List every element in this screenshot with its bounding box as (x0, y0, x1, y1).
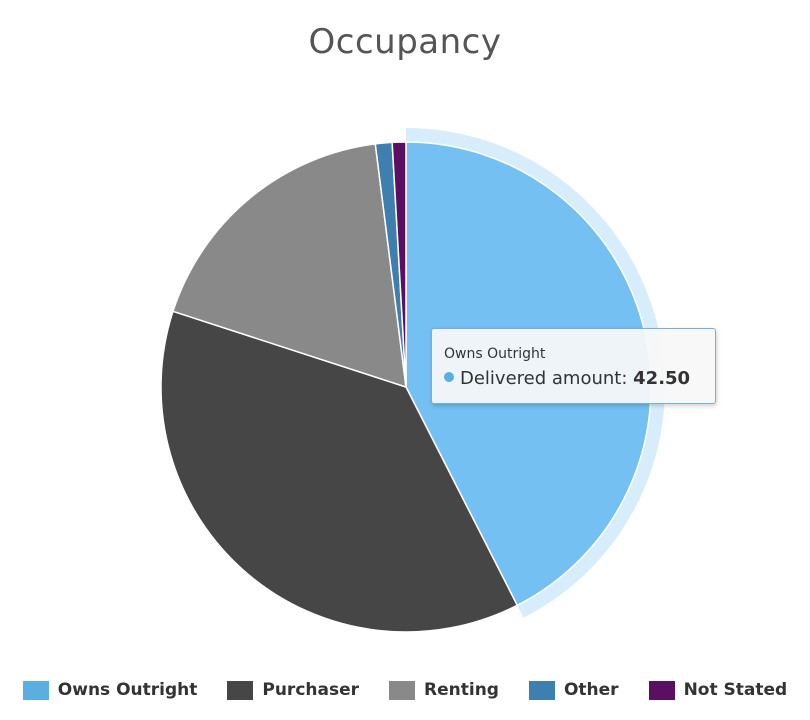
legend-label: Renting (424, 680, 499, 700)
pie-slice-not-stated[interactable] (391, 141, 407, 388)
legend-item-not-stated[interactable]: Not Stated (648, 680, 788, 700)
pie-slice-renting[interactable] (172, 143, 407, 388)
legend-swatch-owns-outright (22, 680, 49, 700)
tooltip-series-dot (444, 372, 454, 382)
legend-label: Purchaser (262, 680, 360, 700)
legend-label: Owns Outright (57, 680, 198, 700)
legend-item-other[interactable]: Other (528, 680, 619, 700)
chart-title: Occupancy (308, 22, 502, 62)
legend-swatch-other (528, 680, 555, 700)
pie-slice-purchaser[interactable] (160, 310, 518, 633)
chart-legend: Owns Outright Purchaser Renting Other Not St… (0, 678, 810, 702)
legend-item-renting[interactable]: Renting (389, 680, 499, 700)
legend-item-purchaser[interactable]: Purchaser (227, 680, 359, 700)
tooltip-series-label: Delivered amount: (460, 368, 628, 389)
tooltip: Owns Outright Delivered amount: 42.50 (431, 328, 716, 404)
legend-swatch-renting (389, 680, 416, 700)
pie-slices (160, 141, 652, 633)
legend-swatch-purchaser (227, 680, 254, 700)
legend-label: Other (563, 680, 619, 700)
legend-item-owns-outright[interactable]: Owns Outright (22, 680, 198, 700)
tooltip-row: Delivered amount: 42.50 (444, 367, 703, 391)
tooltip-value: 42.50 (633, 368, 691, 389)
legend-swatch-not-stated (648, 680, 675, 700)
tooltip-title: Owns Outright (444, 346, 546, 362)
legend-label: Not Stated (683, 680, 788, 700)
